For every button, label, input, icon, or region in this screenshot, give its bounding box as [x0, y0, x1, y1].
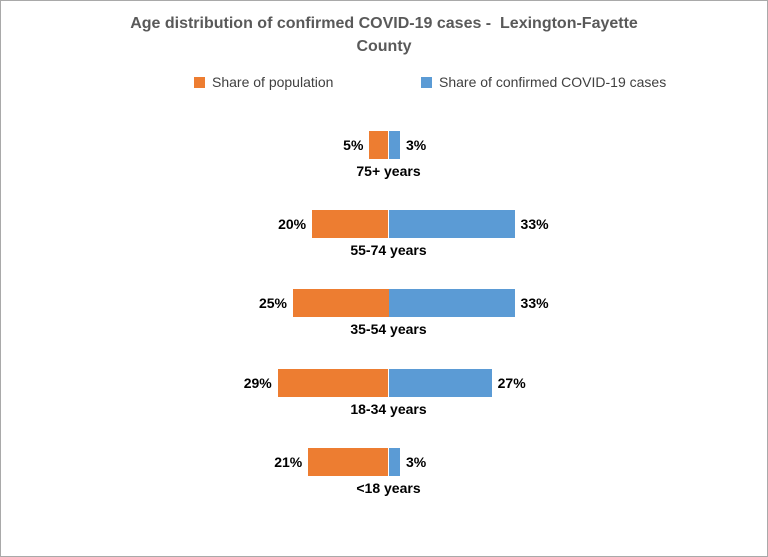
population-value-label: 5%: [343, 137, 364, 153]
category-label: 35-54 years: [350, 321, 427, 337]
population-value-label: 25%: [258, 295, 287, 311]
cases-bar: [388, 289, 515, 317]
cases-bar: [388, 448, 400, 476]
category-label: 75+ years: [356, 163, 421, 179]
legend-swatch-cases-icon: [421, 76, 432, 88]
legend-swatch-population-icon: [194, 76, 205, 88]
legend-item-population: Share of population: [194, 74, 333, 90]
legend-label-cases: Share of confirmed COVID-19 cases: [439, 74, 667, 90]
legend-label-population: Share of population: [212, 74, 334, 90]
population-bar: [369, 131, 389, 159]
cases-value-label: 27%: [497, 375, 526, 391]
cases-value-label: 3%: [405, 454, 427, 470]
cases-bar: [388, 131, 400, 159]
legend-item-cases: Share of confirmed COVID-19 cases: [421, 74, 666, 90]
cases-value-label: 33%: [520, 216, 549, 232]
chart-title-line1: Age distribution of confirmed COVID-19 c…: [130, 15, 638, 32]
cases-value-label: 3%: [405, 137, 427, 153]
cases-value-label: 33%: [520, 295, 549, 311]
population-bar: [277, 369, 389, 397]
population-bar: [312, 210, 389, 238]
population-value-label: 20%: [278, 216, 307, 232]
category-label: 55-74 years: [350, 242, 427, 258]
category-label: <18 years: [356, 480, 421, 496]
cases-bar: [388, 369, 492, 397]
chart-title-line2: County: [356, 38, 412, 55]
population-bar: [293, 289, 389, 317]
population-bar: [308, 448, 389, 476]
population-value-label: 21%: [274, 454, 303, 470]
cases-bar: [388, 210, 515, 238]
chart-title: Age distribution of confirmed COVID-19 c…: [1, 12, 767, 58]
population-value-label: 29%: [243, 375, 272, 391]
category-label: 18-34 years: [350, 401, 427, 417]
